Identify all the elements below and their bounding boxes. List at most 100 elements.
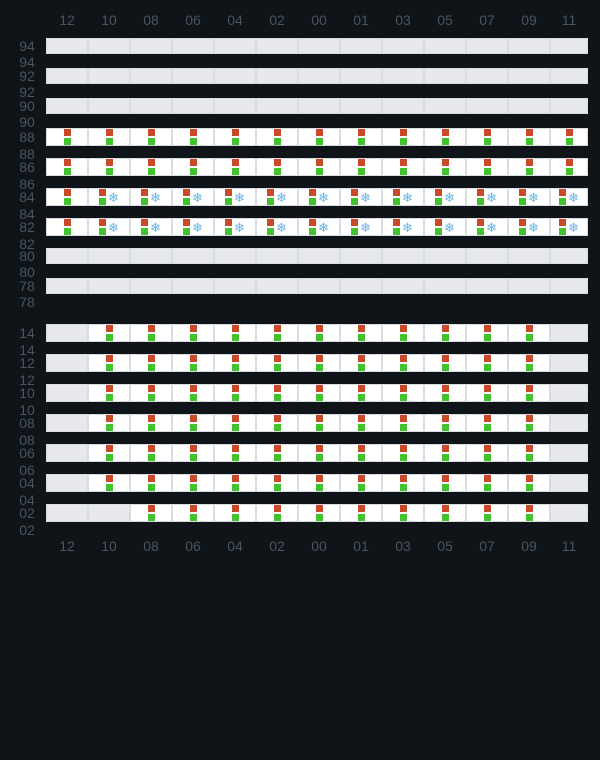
slot-filled[interactable] (508, 384, 550, 402)
slot-filled[interactable] (298, 158, 340, 176)
slot-filled[interactable] (172, 128, 214, 146)
slot-filled[interactable] (88, 354, 130, 372)
slot-filled[interactable]: ❄ (172, 188, 214, 206)
slot-filled[interactable] (298, 474, 340, 492)
slot-filled[interactable] (88, 384, 130, 402)
slot-filled[interactable]: ❄ (88, 218, 130, 236)
slot-filled[interactable] (340, 158, 382, 176)
slot-filled[interactable] (172, 354, 214, 372)
slot-filled[interactable] (172, 444, 214, 462)
slot-filled[interactable] (424, 324, 466, 342)
slot-filled[interactable] (382, 504, 424, 522)
slot-filled[interactable] (466, 504, 508, 522)
slot-filled[interactable]: ❄ (298, 188, 340, 206)
slot-filled[interactable] (88, 444, 130, 462)
slot-filled[interactable] (550, 128, 588, 146)
slot-filled[interactable]: ❄ (130, 188, 172, 206)
slot-filled[interactable]: ❄ (214, 188, 256, 206)
slot-filled[interactable] (256, 444, 298, 462)
slot-filled[interactable]: ❄ (508, 188, 550, 206)
slot-filled[interactable] (382, 324, 424, 342)
slot-filled[interactable] (340, 128, 382, 146)
slot-filled[interactable] (424, 158, 466, 176)
slot-filled[interactable] (88, 128, 130, 146)
slot-filled[interactable] (466, 384, 508, 402)
slot-filled[interactable] (424, 444, 466, 462)
slot-filled[interactable] (214, 324, 256, 342)
slot-filled[interactable]: ❄ (466, 218, 508, 236)
slot-filled[interactable] (466, 474, 508, 492)
slot-filled[interactable] (298, 128, 340, 146)
slot-filled[interactable] (298, 504, 340, 522)
slot-filled[interactable] (172, 474, 214, 492)
slot-filled[interactable] (88, 474, 130, 492)
slot-filled[interactable] (214, 504, 256, 522)
slot-filled[interactable] (214, 474, 256, 492)
slot-filled[interactable] (256, 474, 298, 492)
slot-filled[interactable] (466, 158, 508, 176)
slot-filled[interactable] (466, 444, 508, 462)
slot-filled[interactable] (256, 324, 298, 342)
slot-filled[interactable] (130, 128, 172, 146)
slot-filled[interactable] (256, 158, 298, 176)
slot-filled[interactable] (508, 128, 550, 146)
slot-filled[interactable] (214, 444, 256, 462)
slot-filled[interactable] (88, 158, 130, 176)
slot-filled[interactable]: ❄ (256, 218, 298, 236)
slot-filled[interactable] (340, 324, 382, 342)
slot-filled[interactable] (214, 128, 256, 146)
slot-filled[interactable] (550, 158, 588, 176)
slot-filled[interactable] (508, 444, 550, 462)
slot-filled[interactable]: ❄ (424, 218, 466, 236)
slot-filled[interactable] (214, 414, 256, 432)
slot-filled[interactable] (340, 414, 382, 432)
slot-filled[interactable]: ❄ (340, 218, 382, 236)
slot-filled[interactable] (382, 354, 424, 372)
slot-filled[interactable] (508, 414, 550, 432)
slot-filled[interactable] (298, 354, 340, 372)
slot-filled[interactable] (424, 354, 466, 372)
slot-filled[interactable] (298, 324, 340, 342)
slot-filled[interactable] (256, 414, 298, 432)
slot-filled[interactable]: ❄ (550, 188, 588, 206)
slot-filled[interactable] (466, 414, 508, 432)
slot-filled[interactable]: ❄ (508, 218, 550, 236)
slot-filled[interactable] (424, 474, 466, 492)
slot-filled[interactable] (256, 354, 298, 372)
slot-filled[interactable] (46, 128, 88, 146)
slot-filled[interactable] (340, 504, 382, 522)
slot-filled[interactable]: ❄ (130, 218, 172, 236)
slot-filled[interactable] (466, 324, 508, 342)
slot-filled[interactable] (340, 474, 382, 492)
slot-filled[interactable] (298, 414, 340, 432)
slot-filled[interactable] (130, 158, 172, 176)
slot-filled[interactable] (130, 414, 172, 432)
slot-filled[interactable] (256, 504, 298, 522)
slot-filled[interactable] (214, 354, 256, 372)
slot-filled[interactable]: ❄ (340, 188, 382, 206)
slot-filled[interactable]: ❄ (256, 188, 298, 206)
slot-filled[interactable] (466, 354, 508, 372)
slot-filled[interactable] (382, 384, 424, 402)
slot-filled[interactable] (508, 158, 550, 176)
slot-filled[interactable] (298, 444, 340, 462)
slot-filled[interactable] (508, 354, 550, 372)
slot-filled[interactable] (130, 354, 172, 372)
slot-filled[interactable] (130, 384, 172, 402)
slot-filled[interactable] (172, 324, 214, 342)
slot-filled[interactable] (256, 384, 298, 402)
slot-filled[interactable] (382, 128, 424, 146)
slot-filled[interactable]: ❄ (382, 188, 424, 206)
slot-filled[interactable]: ❄ (424, 188, 466, 206)
slot-filled[interactable] (424, 384, 466, 402)
slot-filled[interactable] (172, 504, 214, 522)
slot-filled[interactable] (214, 384, 256, 402)
slot-filled[interactable] (88, 414, 130, 432)
slot-filled[interactable] (172, 414, 214, 432)
slot-filled[interactable]: ❄ (214, 218, 256, 236)
slot-filled[interactable] (340, 354, 382, 372)
slot-filled[interactable] (130, 474, 172, 492)
slot-filled[interactable] (340, 444, 382, 462)
slot-filled[interactable] (508, 474, 550, 492)
slot-filled[interactable] (424, 414, 466, 432)
